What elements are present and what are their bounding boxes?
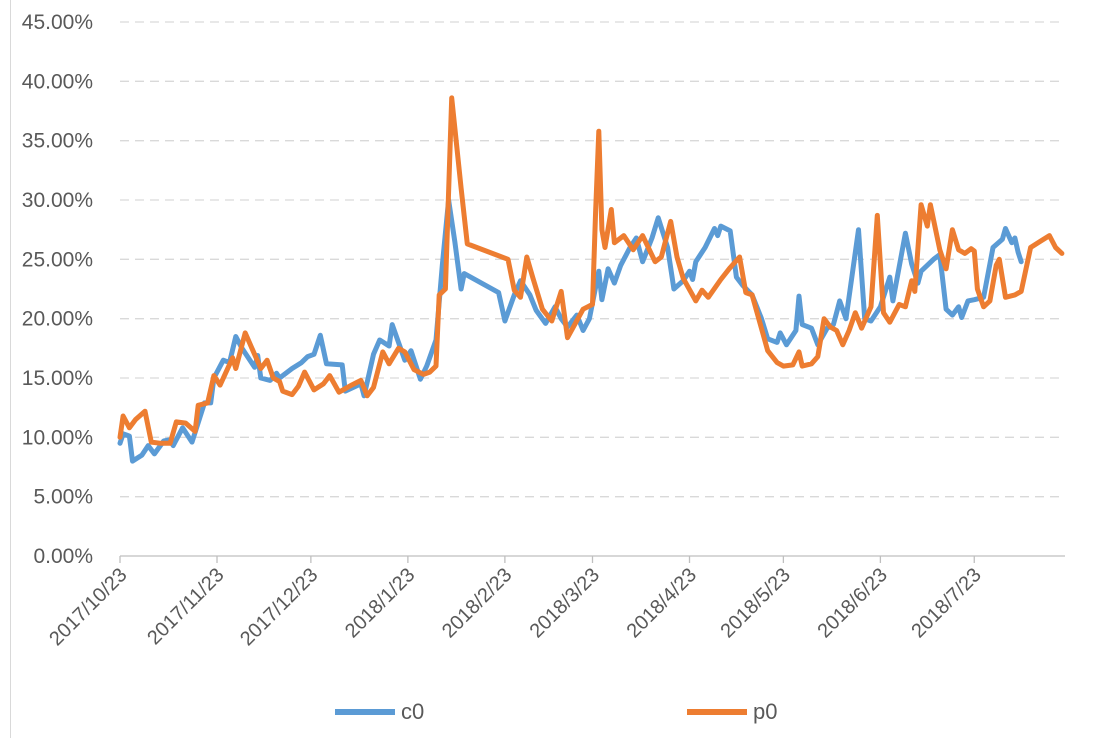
y-tick-label: 45.00% <box>22 11 93 34</box>
x-tick-label: 2018/6/23 <box>813 564 891 642</box>
y-tick-label: 15.00% <box>22 367 93 390</box>
x-tick-label: 2017/12/23 <box>236 564 322 650</box>
y-tick-label: 25.00% <box>22 248 93 271</box>
legend-item-p0: p0 <box>687 699 778 724</box>
legend-swatch-p0 <box>687 709 747 715</box>
legend-swatch-c0 <box>335 709 395 715</box>
series-line-c0 <box>117 197 1024 464</box>
y-tick-label: 40.00% <box>22 70 93 93</box>
x-tick-label: 2017/10/23 <box>45 564 131 650</box>
y-tick-label: 35.00% <box>22 130 93 153</box>
legend-item-c0: c0 <box>335 699 425 724</box>
x-axis: 2017/10/23 2017/11/23 2017/12/23 2018/1/23 2… <box>45 555 1065 650</box>
x-tick-label: 2018/5/23 <box>716 564 794 642</box>
chart-frame-edge <box>10 0 11 738</box>
x-tick-label: 2018/7/23 <box>907 564 985 642</box>
x-tick-label: 2018/2/23 <box>438 564 516 642</box>
y-tick-label: 20.00% <box>22 308 93 331</box>
y-axis: 0.00% 5.00% 10.00% 15.00% 20.00% 25.00% 30.00%… <box>22 11 93 568</box>
x-tick-label: 2018/3/23 <box>526 564 604 642</box>
y-tick-label: 10.00% <box>22 426 93 449</box>
x-tick-label: 2018/1/23 <box>341 564 419 642</box>
y-tick-label: 5.00% <box>33 486 93 509</box>
legend-label-c0: c0 <box>401 699 425 724</box>
legend-label-p0: p0 <box>753 699 778 724</box>
plot-area <box>117 95 1065 464</box>
y-tick-label: 0.00% <box>33 545 93 568</box>
x-tick-label: 2017/11/23 <box>143 564 228 649</box>
x-tick-label: 2018/4/23 <box>623 564 701 642</box>
series-line-p0 <box>117 95 1065 446</box>
y-tick-label: 30.00% <box>22 189 93 212</box>
